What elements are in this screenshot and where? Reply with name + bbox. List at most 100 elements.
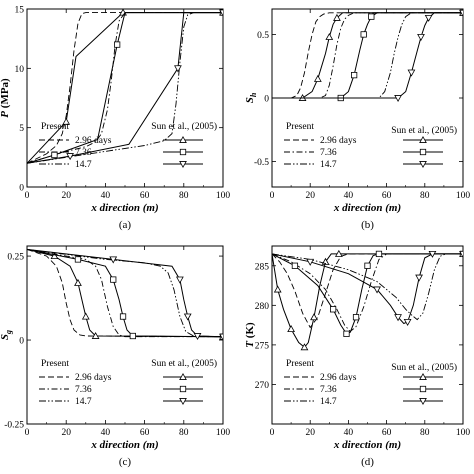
- legend-entry-label: 7.36: [75, 148, 92, 158]
- legend-entry-label: 2.96 days: [320, 136, 357, 146]
- panel-label: (a): [119, 219, 132, 231]
- reference-marker: [368, 13, 375, 20]
- y-axis-symbol: S: [0, 334, 11, 340]
- legend-entry-label: 2.96 days: [75, 136, 112, 146]
- reference-line-2.96-days: [272, 12, 463, 99]
- reference-marker: [74, 256, 82, 263]
- reference-marker: [114, 41, 121, 48]
- x-tick-label: 80: [420, 428, 430, 438]
- y-tick-label: 15: [15, 6, 25, 16]
- panel-d: 0 20 40 60 80 100 270 275 280 285 x direction (m) T…: [244, 245, 470, 468]
- reference-marker: [375, 250, 383, 258]
- y-tick-label: 10: [15, 65, 25, 75]
- reference-line-7.36: [272, 12, 463, 99]
- x-tick-label: 80: [179, 428, 189, 438]
- legend-reference-marker: [179, 385, 187, 393]
- present-line-7.36: [272, 12, 463, 99]
- y-axis-title: T (K): [244, 322, 256, 348]
- reference-marker: [81, 312, 90, 320]
- y-tick-label: 0: [19, 184, 24, 194]
- reference-marker: [193, 333, 202, 341]
- present-line-14.7: [272, 12, 463, 99]
- y-axis-unit: (K): [244, 322, 256, 341]
- x-tick-label: 40: [101, 191, 111, 201]
- reference-line-14.7: [27, 12, 223, 164]
- plot-frame: [26, 245, 224, 425]
- reference-marker: [373, 286, 381, 294]
- reference-line-7.36: [272, 253, 463, 335]
- reference-line-2.96-days: [27, 12, 223, 164]
- reference-marker: [334, 249, 343, 257]
- y-tick-label: -0.5: [254, 158, 269, 168]
- legend-reference-marker: [419, 398, 427, 406]
- reference-marker: [428, 250, 437, 258]
- x-tick-label: 0: [270, 428, 275, 438]
- legend-entry-label: 2.96 days: [75, 373, 112, 383]
- legend-reference-marker: [179, 135, 187, 143]
- reference-marker: [333, 13, 341, 21]
- x-tick-label: 80: [179, 191, 189, 201]
- y-tick-label: 0: [19, 337, 24, 347]
- reference-marker: [360, 31, 367, 38]
- reference-marker: [407, 69, 416, 77]
- reference-marker: [109, 256, 118, 264]
- plot-frame: [271, 245, 464, 425]
- present-line-14.7: [27, 12, 223, 164]
- reference-line-7.36: [27, 248, 223, 338]
- x-tick-label: 20: [61, 191, 71, 201]
- reference-marker: [310, 313, 318, 321]
- legend-entry-label: 7.36: [75, 385, 92, 395]
- legend-entry-label: 7.36: [320, 148, 337, 158]
- legend-present-title: Present: [286, 359, 314, 369]
- legend-entry-label: 2.96 days: [320, 373, 357, 383]
- x-tick-label: 100: [456, 191, 471, 201]
- x-tick-label: 0: [270, 191, 275, 201]
- reference-marker: [62, 117, 71, 125]
- legend-reference-marker: [179, 161, 187, 169]
- reference-marker: [219, 9, 223, 17]
- y-axis-symbol: P: [0, 111, 11, 118]
- y-axis-title: Sh: [244, 92, 258, 103]
- legend-present-title: Present: [41, 122, 69, 132]
- reference-marker: [74, 278, 82, 286]
- x-tick-label: 60: [382, 428, 392, 438]
- x-tick-label: 20: [305, 428, 315, 438]
- y-axis-unit: (MPa): [0, 78, 11, 111]
- y-axis-subscript: h: [249, 92, 258, 97]
- legend-reference-marker: [179, 398, 187, 406]
- panel-label: (c): [119, 456, 132, 468]
- legend-reference-marker: [179, 372, 187, 380]
- panel-b: 0 20 40 60 80 100 -0.5 0 0.5 x direction (m) Sh (b)…: [244, 8, 471, 231]
- y-tick-label: 0.25: [7, 253, 24, 263]
- x-tick-label: 40: [344, 191, 354, 201]
- reference-marker: [273, 285, 282, 293]
- panel-label: (b): [361, 219, 374, 231]
- reference-marker: [417, 34, 425, 41]
- reference-marker: [300, 343, 309, 351]
- reference-line-2.96-days: [272, 253, 463, 349]
- y-tick-label: 285: [255, 262, 270, 272]
- x-tick-label: 60: [140, 428, 150, 438]
- reference-marker: [306, 258, 315, 266]
- y-tick-label: 275: [255, 341, 270, 351]
- reference-line-2.96-days: [27, 248, 223, 338]
- reference-marker: [176, 276, 184, 284]
- series-group: [272, 249, 463, 351]
- legend-present-title: Present: [41, 359, 69, 369]
- panel-a: 0 20 40 60 80 100 0 5 10 15 x direction (m) P (MPa)…: [0, 6, 230, 232]
- legend-entry-label: 14.7: [75, 397, 92, 407]
- reference-marker: [343, 330, 350, 337]
- present-line-2.96-days: [27, 248, 223, 338]
- legend-reference-title: Sun et al., (2005): [151, 358, 217, 369]
- plot-frame: [26, 8, 224, 188]
- reference-marker: [91, 331, 100, 339]
- series-group: [272, 9, 463, 103]
- legend-entry-label: 14.7: [75, 160, 92, 170]
- legend-present-title: Present: [286, 122, 314, 132]
- y-tick-label: 280: [255, 302, 270, 312]
- reference-marker: [129, 332, 136, 340]
- x-tick-label: 60: [140, 191, 150, 201]
